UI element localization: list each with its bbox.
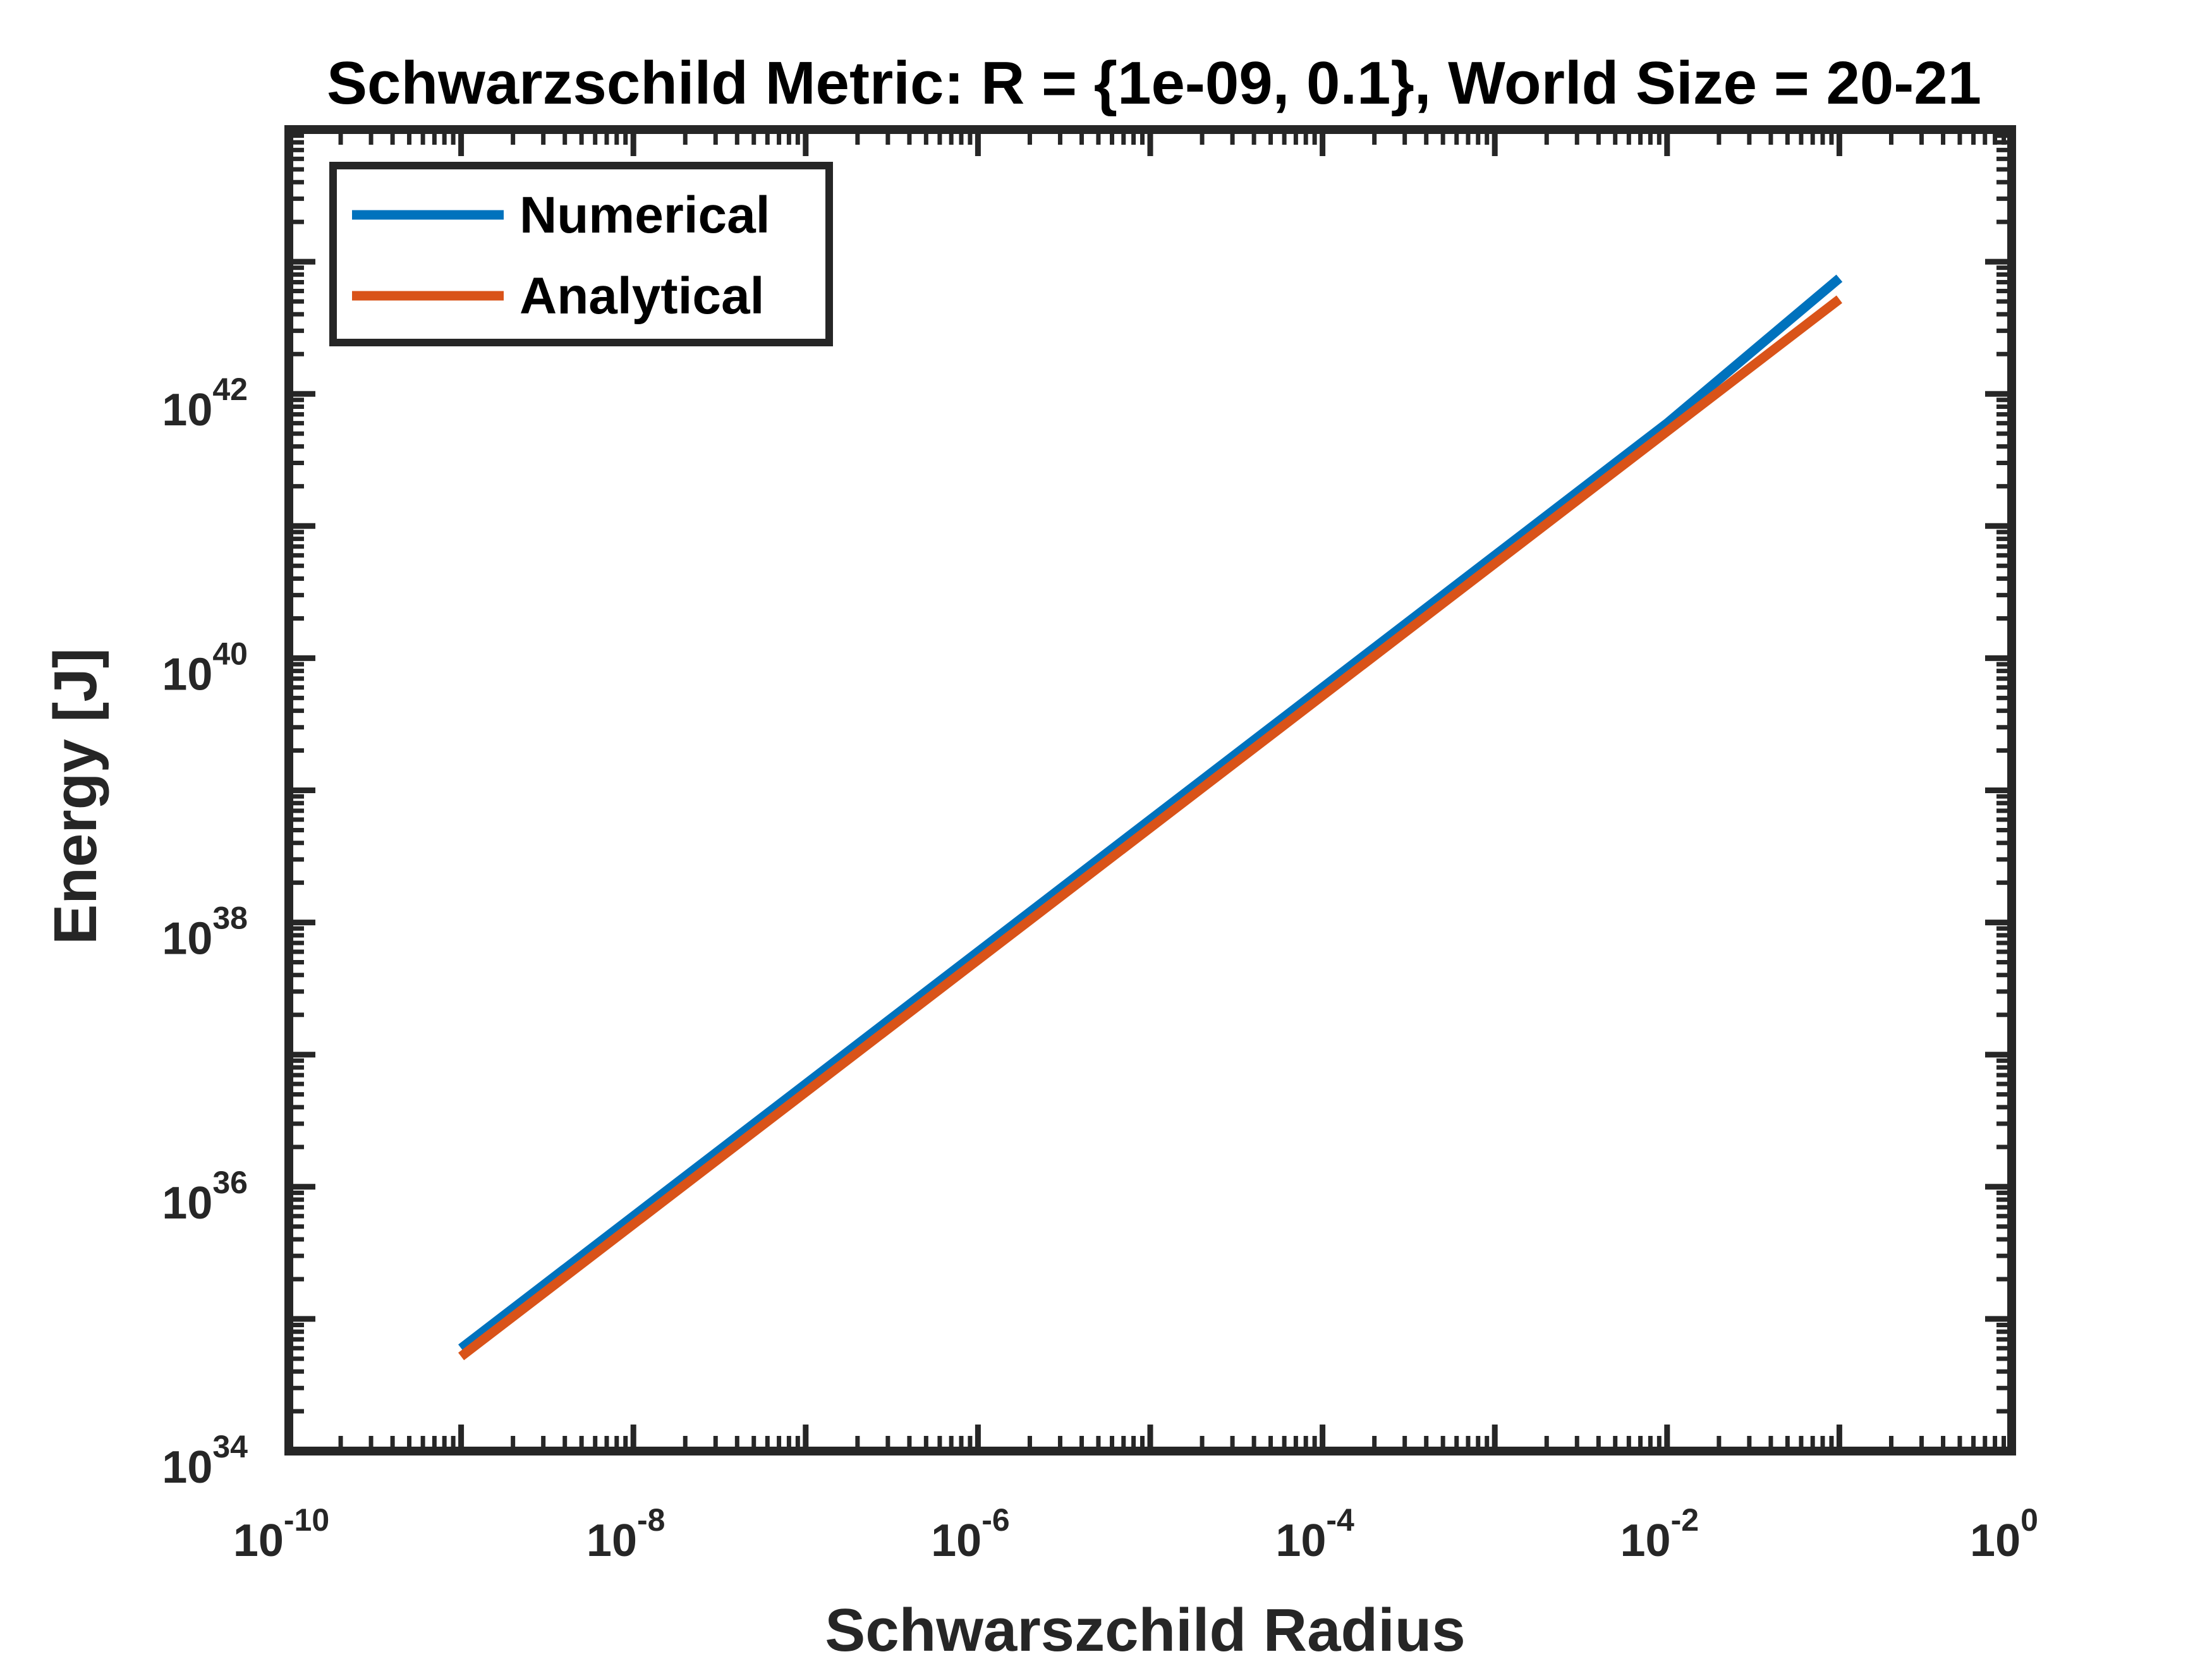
axes-box [284, 125, 2016, 1455]
y-tick-base: 10 [162, 914, 212, 964]
legend: Numerical Analytical [329, 162, 833, 346]
x-tick-label: 10-6 [931, 1502, 1010, 1566]
x-tick-label: 100 [1970, 1502, 2038, 1566]
series-line-numerical [458, 274, 1843, 1352]
y-tick-label: 1038 [162, 901, 248, 964]
y-tick-base: 10 [162, 385, 212, 435]
y-tick-base: 10 [162, 649, 212, 700]
x-tick-label: 10-10 [233, 1502, 329, 1566]
x-tick-labels: 10-10 10-8 10-6 10-4 10-2 100 [233, 1502, 2038, 1566]
x-tick-exponent: -6 [981, 1502, 1009, 1538]
legend-label-analytical: Analytical [520, 267, 764, 325]
x-tick-base: 10 [586, 1516, 637, 1566]
x-tick-base: 10 [1970, 1516, 2021, 1566]
y-tick-label: 1040 [162, 636, 248, 700]
chart-title: Schwarzschild Metric: R = {1e-09, 0.1}, … [327, 49, 1981, 117]
x-tick-base: 10 [931, 1516, 981, 1566]
y-tick-exponent: 40 [212, 636, 248, 671]
x-tick-label: 10-8 [586, 1502, 665, 1566]
x-tick-exponent: 0 [2021, 1502, 2038, 1538]
x-tick-exponent: -8 [637, 1502, 665, 1538]
y-tick-exponent: 34 [212, 1429, 248, 1464]
series-line-analytical [458, 295, 1842, 1361]
x-axis-label: Schwarszchild Radius [825, 1596, 1466, 1659]
y-tick-base: 10 [162, 1442, 212, 1493]
x-tick-label: 10-4 [1275, 1502, 1354, 1566]
x-tick-exponent: -4 [1326, 1502, 1354, 1538]
y-tick-exponent: 42 [212, 372, 248, 407]
x-tick-base: 10 [1620, 1516, 1671, 1566]
x-tick-base: 10 [233, 1516, 284, 1566]
legend-label-numerical: Numerical [520, 186, 770, 244]
y-tick-exponent: 38 [212, 901, 248, 936]
y-tick-exponent: 36 [212, 1165, 248, 1200]
y-tick-label: 1034 [162, 1429, 248, 1493]
y-tick-label: 1036 [162, 1165, 248, 1229]
x-tick-exponent: -10 [284, 1502, 329, 1538]
series-layer [458, 274, 1843, 1361]
y-axis-label: Energy [J] [42, 648, 109, 944]
x-tick-base: 10 [1275, 1516, 1326, 1566]
x-tick-label: 10-2 [1620, 1502, 1699, 1566]
y-tick-base: 10 [162, 1178, 212, 1229]
legend-box [329, 162, 833, 346]
y-tick-label: 1042 [162, 372, 248, 435]
x-tick-exponent: -2 [1671, 1502, 1699, 1538]
